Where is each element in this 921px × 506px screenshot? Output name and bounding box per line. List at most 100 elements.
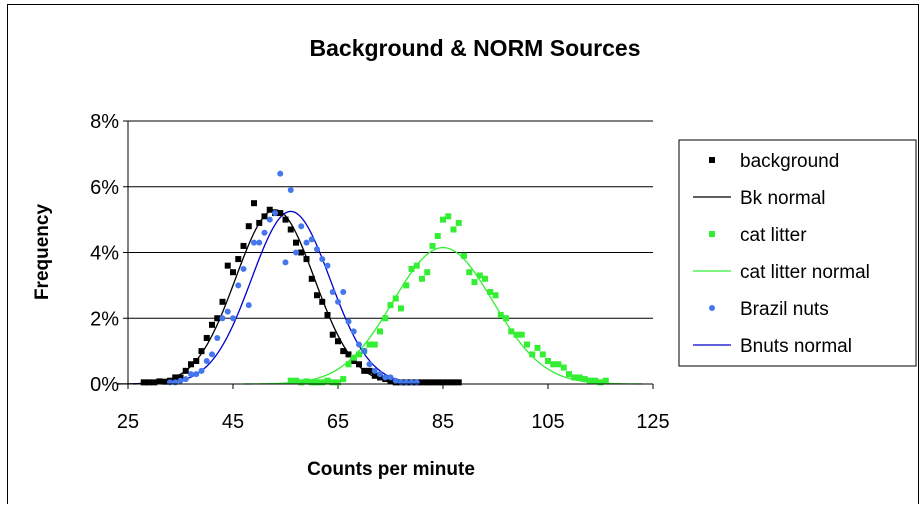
point-brazil-nuts: [272, 210, 278, 217]
chart-title: Background & NORM Sources: [310, 35, 641, 61]
point-cat-litter: [303, 378, 310, 385]
point-cat-litter: [455, 219, 462, 226]
point-background: [251, 200, 257, 207]
series-line-cat-litter-normal: [243, 246, 643, 385]
legend-label-bnuts-normal: Bnuts normal: [740, 336, 852, 357]
point-background: [161, 378, 168, 385]
point-cat-litter: [308, 379, 315, 386]
point-brazil-nuts: [371, 367, 378, 374]
point-background: [156, 378, 163, 385]
point-cat-litter: [440, 216, 446, 223]
point-cat-litter: [371, 341, 378, 348]
point-cat-litter: [424, 269, 431, 276]
point-cat-litter: [419, 275, 425, 282]
point-background: [140, 379, 147, 386]
point-brazil-nuts: [203, 357, 210, 364]
point-cat-litter: [602, 377, 609, 384]
point-background: [282, 216, 289, 223]
y-axis-ticks: 0% 2% 4% 6% 8%: [90, 111, 119, 396]
point-background: [361, 367, 368, 374]
point-background: [356, 361, 362, 368]
point-background: [455, 379, 462, 386]
y-tick-label: 2%: [90, 308, 119, 330]
point-background: [235, 256, 242, 263]
point-cat-litter: [366, 341, 373, 348]
point-background: [203, 334, 210, 341]
y-tick-label: 4%: [90, 243, 119, 265]
point-background: [371, 372, 378, 379]
point-cat-litter: [408, 265, 415, 272]
series-line-bk-normal: [117, 209, 433, 385]
point-background: [345, 351, 352, 358]
point-cat-litter: [413, 262, 420, 269]
point-background: [298, 249, 305, 256]
point-brazil-nuts: [261, 229, 268, 236]
series-line-bnuts-normal: [133, 210, 449, 385]
point-background: [350, 357, 357, 364]
point-cat-litter: [482, 275, 488, 282]
point-cat-litter: [550, 361, 557, 368]
point-brazil-nuts: [340, 288, 347, 295]
point-background: [308, 275, 315, 282]
point-brazil-nuts: [214, 334, 221, 341]
point-brazil-nuts: [256, 239, 263, 246]
point-background: [319, 298, 326, 305]
y-tick-label: 8%: [90, 111, 119, 133]
point-background: [303, 256, 310, 263]
point-cat-litter: [293, 377, 299, 384]
x-axis-ticks: 25 45 65 85 105 125: [117, 384, 670, 433]
point-brazil-nuts: [193, 371, 200, 378]
point-cat-litter: [445, 213, 452, 220]
point-cat-litter: [539, 351, 546, 358]
point-brazil-nuts: [335, 298, 341, 305]
point-background: [266, 206, 273, 213]
point-cat-litter: [524, 341, 530, 348]
point-brazil-nuts: [350, 328, 357, 335]
point-brazil-nuts: [182, 376, 189, 383]
point-background: [387, 377, 394, 384]
point-cat-litter: [450, 226, 457, 233]
legend-label-cat-litter-normal: cat litter normal: [740, 262, 870, 283]
point-brazil-nuts: [298, 223, 305, 230]
point-background: [151, 379, 158, 386]
legend-box: [678, 139, 917, 367]
legend-label-background: background: [740, 151, 839, 172]
point-cat-litter: [576, 374, 583, 381]
point-background: [366, 367, 373, 374]
point-brazil-nuts: [277, 170, 284, 177]
point-brazil-nuts: [303, 239, 310, 246]
point-brazil-nuts: [308, 236, 315, 243]
point-brazil-nuts: [224, 308, 231, 315]
point-cat-litter: [566, 371, 572, 378]
point-cat-litter: [335, 379, 341, 386]
point-cat-litter: [592, 377, 599, 384]
point-cat-litter: [497, 311, 504, 318]
point-background: [219, 298, 226, 305]
point-cat-litter: [571, 374, 578, 381]
point-background: [245, 223, 252, 230]
point-cat-litter: [545, 357, 551, 364]
point-cat-litter: [377, 328, 383, 335]
point-background: [445, 379, 452, 386]
point-background: [230, 269, 236, 276]
y-tick-label: 6%: [90, 177, 119, 199]
point-cat-litter: [508, 328, 515, 335]
point-cat-litter: [319, 379, 326, 386]
point-cat-litter: [529, 351, 536, 358]
point-brazil-nuts: [377, 371, 383, 378]
point-background: [314, 292, 320, 299]
point-cat-litter: [587, 377, 593, 384]
point-cat-litter: [314, 379, 320, 386]
point-brazil-nuts: [319, 256, 326, 263]
point-cat-litter: [403, 282, 410, 289]
x-tick-label: 85: [432, 411, 454, 433]
point-brazil-nuts: [209, 351, 215, 358]
point-brazil-nuts: [293, 249, 299, 256]
legend-label-brazil-nuts: Brazil nuts: [740, 299, 829, 320]
point-brazil-nuts: [392, 377, 399, 384]
y-tick-label: 0%: [90, 374, 119, 396]
point-cat-litter: [387, 302, 394, 309]
point-background: [329, 331, 336, 338]
point-brazil-nuts: [240, 265, 247, 272]
